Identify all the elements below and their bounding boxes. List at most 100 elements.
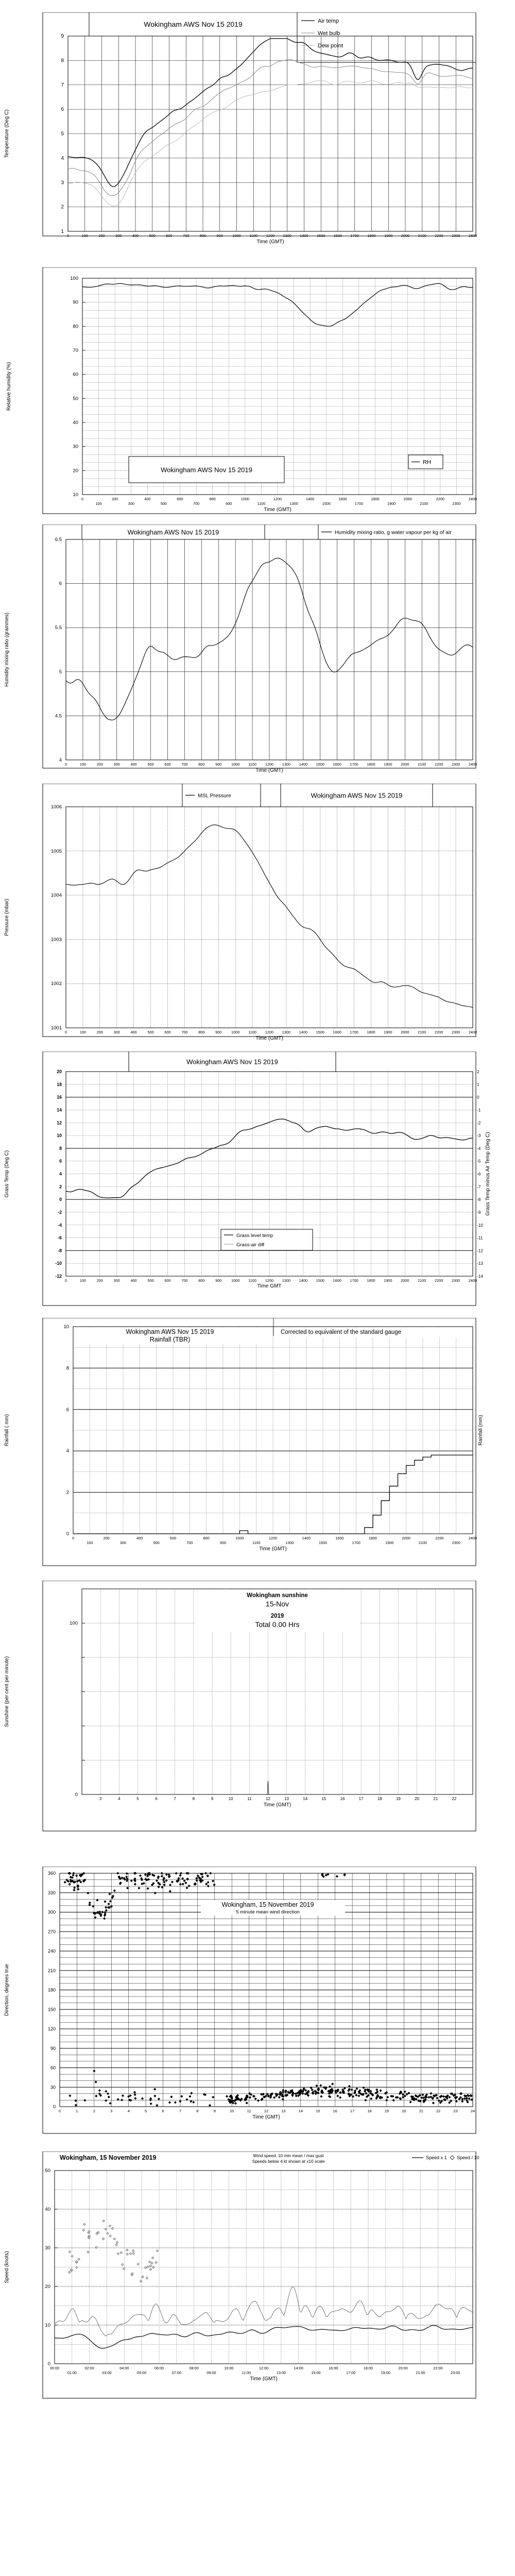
svg-text:18: 18 [57,1082,62,1087]
svg-text:700: 700 [181,762,187,767]
svg-text:1: 1 [477,1082,479,1087]
svg-text:-8: -8 [58,1248,62,1253]
svg-text:400: 400 [132,233,139,238]
svg-text:16: 16 [340,1797,345,1801]
svg-text:1300: 1300 [282,1030,290,1035]
svg-text:1100: 1100 [248,1030,256,1035]
svg-text:600: 600 [164,762,170,767]
svg-text:60: 60 [50,2065,56,2071]
svg-text:2000: 2000 [402,1536,410,1540]
svg-text:1900: 1900 [385,1540,393,1545]
svg-text:5.5: 5.5 [55,625,62,631]
svg-text:2300: 2300 [452,501,460,506]
svg-text:1: 1 [76,2109,78,2113]
svg-text:22: 22 [452,1797,456,1801]
svg-text:1400: 1400 [306,497,314,501]
svg-text:900: 900 [220,1540,226,1545]
svg-text:1500: 1500 [317,233,325,238]
svg-text:2200: 2200 [435,233,443,238]
svg-text:16: 16 [333,2109,337,2113]
svg-text:500: 500 [149,233,156,238]
svg-text:2100: 2100 [420,501,428,506]
svg-text:-7: -7 [477,1184,481,1189]
svg-text:2300: 2300 [452,1030,460,1035]
svg-text:1100: 1100 [248,762,256,767]
svg-text:4: 4 [118,1797,121,1801]
svg-text:RH: RH [423,460,431,466]
svg-text:10:00: 10:00 [224,2366,233,2370]
svg-text:2100: 2100 [418,1278,426,1283]
svg-text:1700: 1700 [350,1278,358,1283]
svg-text:200: 200 [98,233,105,238]
svg-text:Wokingham AWS Nov 15 2019: Wokingham AWS Nov 15 2019 [161,466,252,474]
svg-text:Wokingham AWS Nov 15 2019: Wokingham AWS Nov 15 2019 [144,20,243,28]
svg-text:0: 0 [72,1536,74,1540]
svg-text:2200: 2200 [436,497,444,501]
svg-text:-9: -9 [477,1210,481,1215]
svg-text:Rainfall (mm): Rainfall (mm) [478,1415,484,1445]
svg-text:2300: 2300 [452,233,460,238]
svg-text:1000: 1000 [241,497,249,501]
svg-text:700: 700 [181,1030,187,1035]
svg-text:200: 200 [104,1536,110,1540]
svg-text:1200: 1200 [265,1030,273,1035]
svg-text:800: 800 [198,1278,204,1283]
svg-text:2000: 2000 [401,1030,409,1035]
svg-text:Rainfall ( mm): Rainfall ( mm) [4,1414,10,1446]
svg-text:3: 3 [61,180,64,185]
svg-text:400: 400 [131,1278,137,1283]
svg-text:Wokingham, 15 November 2019: Wokingham, 15 November 2019 [221,1901,314,1908]
svg-text:600: 600 [177,497,183,501]
svg-text:Time (GMT): Time (GMT) [264,1802,291,1808]
svg-text:18: 18 [377,1797,382,1801]
svg-text:100: 100 [87,1540,93,1545]
svg-text:2000: 2000 [401,233,409,238]
svg-text:Humidity mixing ratio, g water: Humidity mixing ratio, g water vapour pe… [335,530,452,536]
svg-text:100: 100 [80,1278,86,1283]
svg-text:500: 500 [161,501,167,506]
svg-text:1600: 1600 [333,1030,341,1035]
svg-text:1700: 1700 [355,501,363,506]
svg-text:1200: 1200 [265,1278,273,1283]
svg-text:Time (GMT): Time (GMT) [250,2376,278,2382]
svg-text:2000: 2000 [401,1278,409,1283]
svg-text:400: 400 [144,497,150,501]
svg-text:20: 20 [57,1069,62,1074]
svg-text:3: 3 [110,2109,112,2113]
svg-text:Air temp: Air temp [318,18,339,24]
svg-text:Time GMT: Time GMT [258,1283,282,1289]
svg-text:800: 800 [198,1030,204,1035]
svg-text:2: 2 [477,1069,479,1074]
svg-text:02:00: 02:00 [85,2366,94,2370]
svg-text:1900: 1900 [384,1278,392,1283]
svg-text:15: 15 [321,1797,326,1801]
svg-text:1300: 1300 [289,501,298,506]
svg-text:6: 6 [61,107,64,112]
svg-text:100: 100 [82,233,88,238]
svg-text:Rainfall (TBR): Rainfall (TBR) [150,1336,191,1343]
svg-text:Speed x 1: Speed x 1 [426,2155,447,2160]
svg-text:00:00: 00:00 [50,2366,59,2370]
svg-text:Wet bulb: Wet bulb [318,30,340,37]
svg-text:600: 600 [170,1536,176,1540]
svg-text:800: 800 [200,233,206,238]
svg-text:5: 5 [61,131,64,137]
svg-text:200: 200 [97,1030,103,1035]
svg-text:8: 8 [193,1797,195,1801]
svg-text:-10: -10 [55,1261,62,1266]
svg-text:1300: 1300 [282,1278,290,1283]
svg-text:5: 5 [145,2109,147,2113]
svg-text:300: 300 [48,1910,56,1915]
svg-text:0: 0 [81,497,83,501]
svg-text:300: 300 [120,1540,126,1545]
svg-text:500: 500 [147,762,153,767]
svg-text:1200: 1200 [265,762,273,767]
svg-text:2300: 2300 [452,762,460,767]
svg-text:16: 16 [57,1095,62,1100]
svg-text:05:00: 05:00 [137,2370,146,2375]
svg-text:4: 4 [59,1172,62,1177]
svg-text:2: 2 [59,1184,62,1189]
svg-text:20:00: 20:00 [399,2366,408,2370]
svg-text:10: 10 [229,1797,233,1801]
svg-text:06:00: 06:00 [154,2366,164,2370]
